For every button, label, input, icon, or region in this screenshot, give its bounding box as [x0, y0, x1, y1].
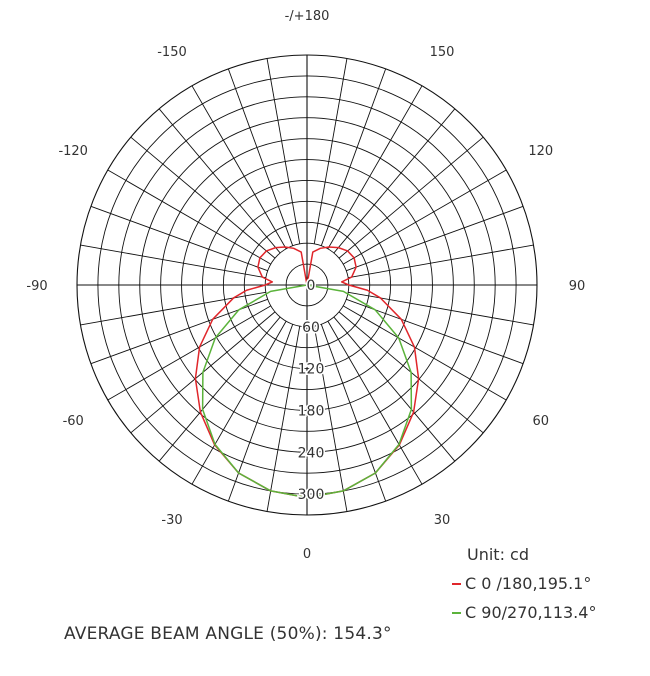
grid-spoke: [320, 68, 387, 246]
grid-spoke: [313, 58, 348, 244]
angle-label: -90: [26, 279, 47, 294]
radial-tick-label: 240: [298, 445, 325, 461]
grid-spoke: [346, 205, 524, 272]
legend: Unit: cd C 0 /180,195.1° C 90/270,113.4°: [452, 540, 596, 627]
grid-spoke: [338, 136, 484, 259]
grid-spoke: [130, 136, 276, 259]
unit-label: Unit: cd: [467, 545, 529, 564]
grid-spoke: [327, 85, 423, 250]
legend-item-c0: C 0 /180,195.1°: [452, 569, 596, 598]
grid-spoke: [348, 291, 534, 326]
legend-swatch-c90: [452, 611, 461, 614]
grid-spoke: [158, 108, 281, 254]
angle-label: 120: [528, 144, 553, 159]
grid-spoke: [333, 316, 456, 462]
angle-label: 60: [533, 414, 550, 429]
grid-spoke: [348, 244, 534, 279]
radial-tick-label: 60: [302, 320, 320, 336]
radial-tick-label: 120: [298, 362, 325, 378]
grid-spoke: [90, 205, 268, 272]
grid-spoke: [342, 305, 507, 401]
radial-tick-label: 300: [298, 487, 325, 503]
grid-spoke: [107, 169, 272, 265]
grid-spoke: [342, 169, 507, 265]
legend-label-c90: C 90/270,113.4°: [465, 603, 597, 622]
polar-chart: -/+1801501209060300-30-60-90-120-1500601…: [26, 9, 586, 562]
grid-spoke: [266, 326, 301, 512]
angle-label: 90: [569, 279, 586, 294]
grid-spoke: [158, 316, 281, 462]
angle-label: 0: [303, 547, 311, 562]
angle-label: 30: [434, 513, 451, 528]
legend-label-c0: C 0 /180,195.1°: [465, 574, 592, 593]
grid-spoke: [107, 305, 272, 401]
grid-spoke: [191, 85, 287, 250]
grid-spoke: [313, 326, 348, 512]
grid-spoke: [327, 320, 423, 485]
angle-label: 150: [430, 45, 455, 60]
grid-spoke: [191, 320, 287, 485]
angle-label: -/+180: [285, 9, 330, 24]
grid-spoke: [320, 324, 387, 502]
grid-spoke: [227, 324, 294, 502]
legend-item-c90: C 90/270,113.4°: [452, 598, 596, 627]
grid-spoke: [80, 291, 266, 326]
angle-label: -30: [161, 513, 182, 528]
series-line-c90: [201, 284, 413, 499]
angle-label: -150: [157, 45, 187, 60]
radial-tick-label: 0: [307, 278, 316, 294]
grid-spoke: [80, 244, 266, 279]
grid-spoke: [266, 58, 301, 244]
legend-swatch-c0: [452, 582, 461, 585]
grid-spoke: [227, 68, 294, 246]
angle-label: -60: [63, 414, 84, 429]
angle-label: -120: [58, 144, 88, 159]
average-beam-angle: AVERAGE BEAM ANGLE (50%): 154.3°: [64, 624, 392, 644]
radial-tick-label: 180: [298, 404, 325, 420]
grid-spoke: [333, 108, 456, 254]
